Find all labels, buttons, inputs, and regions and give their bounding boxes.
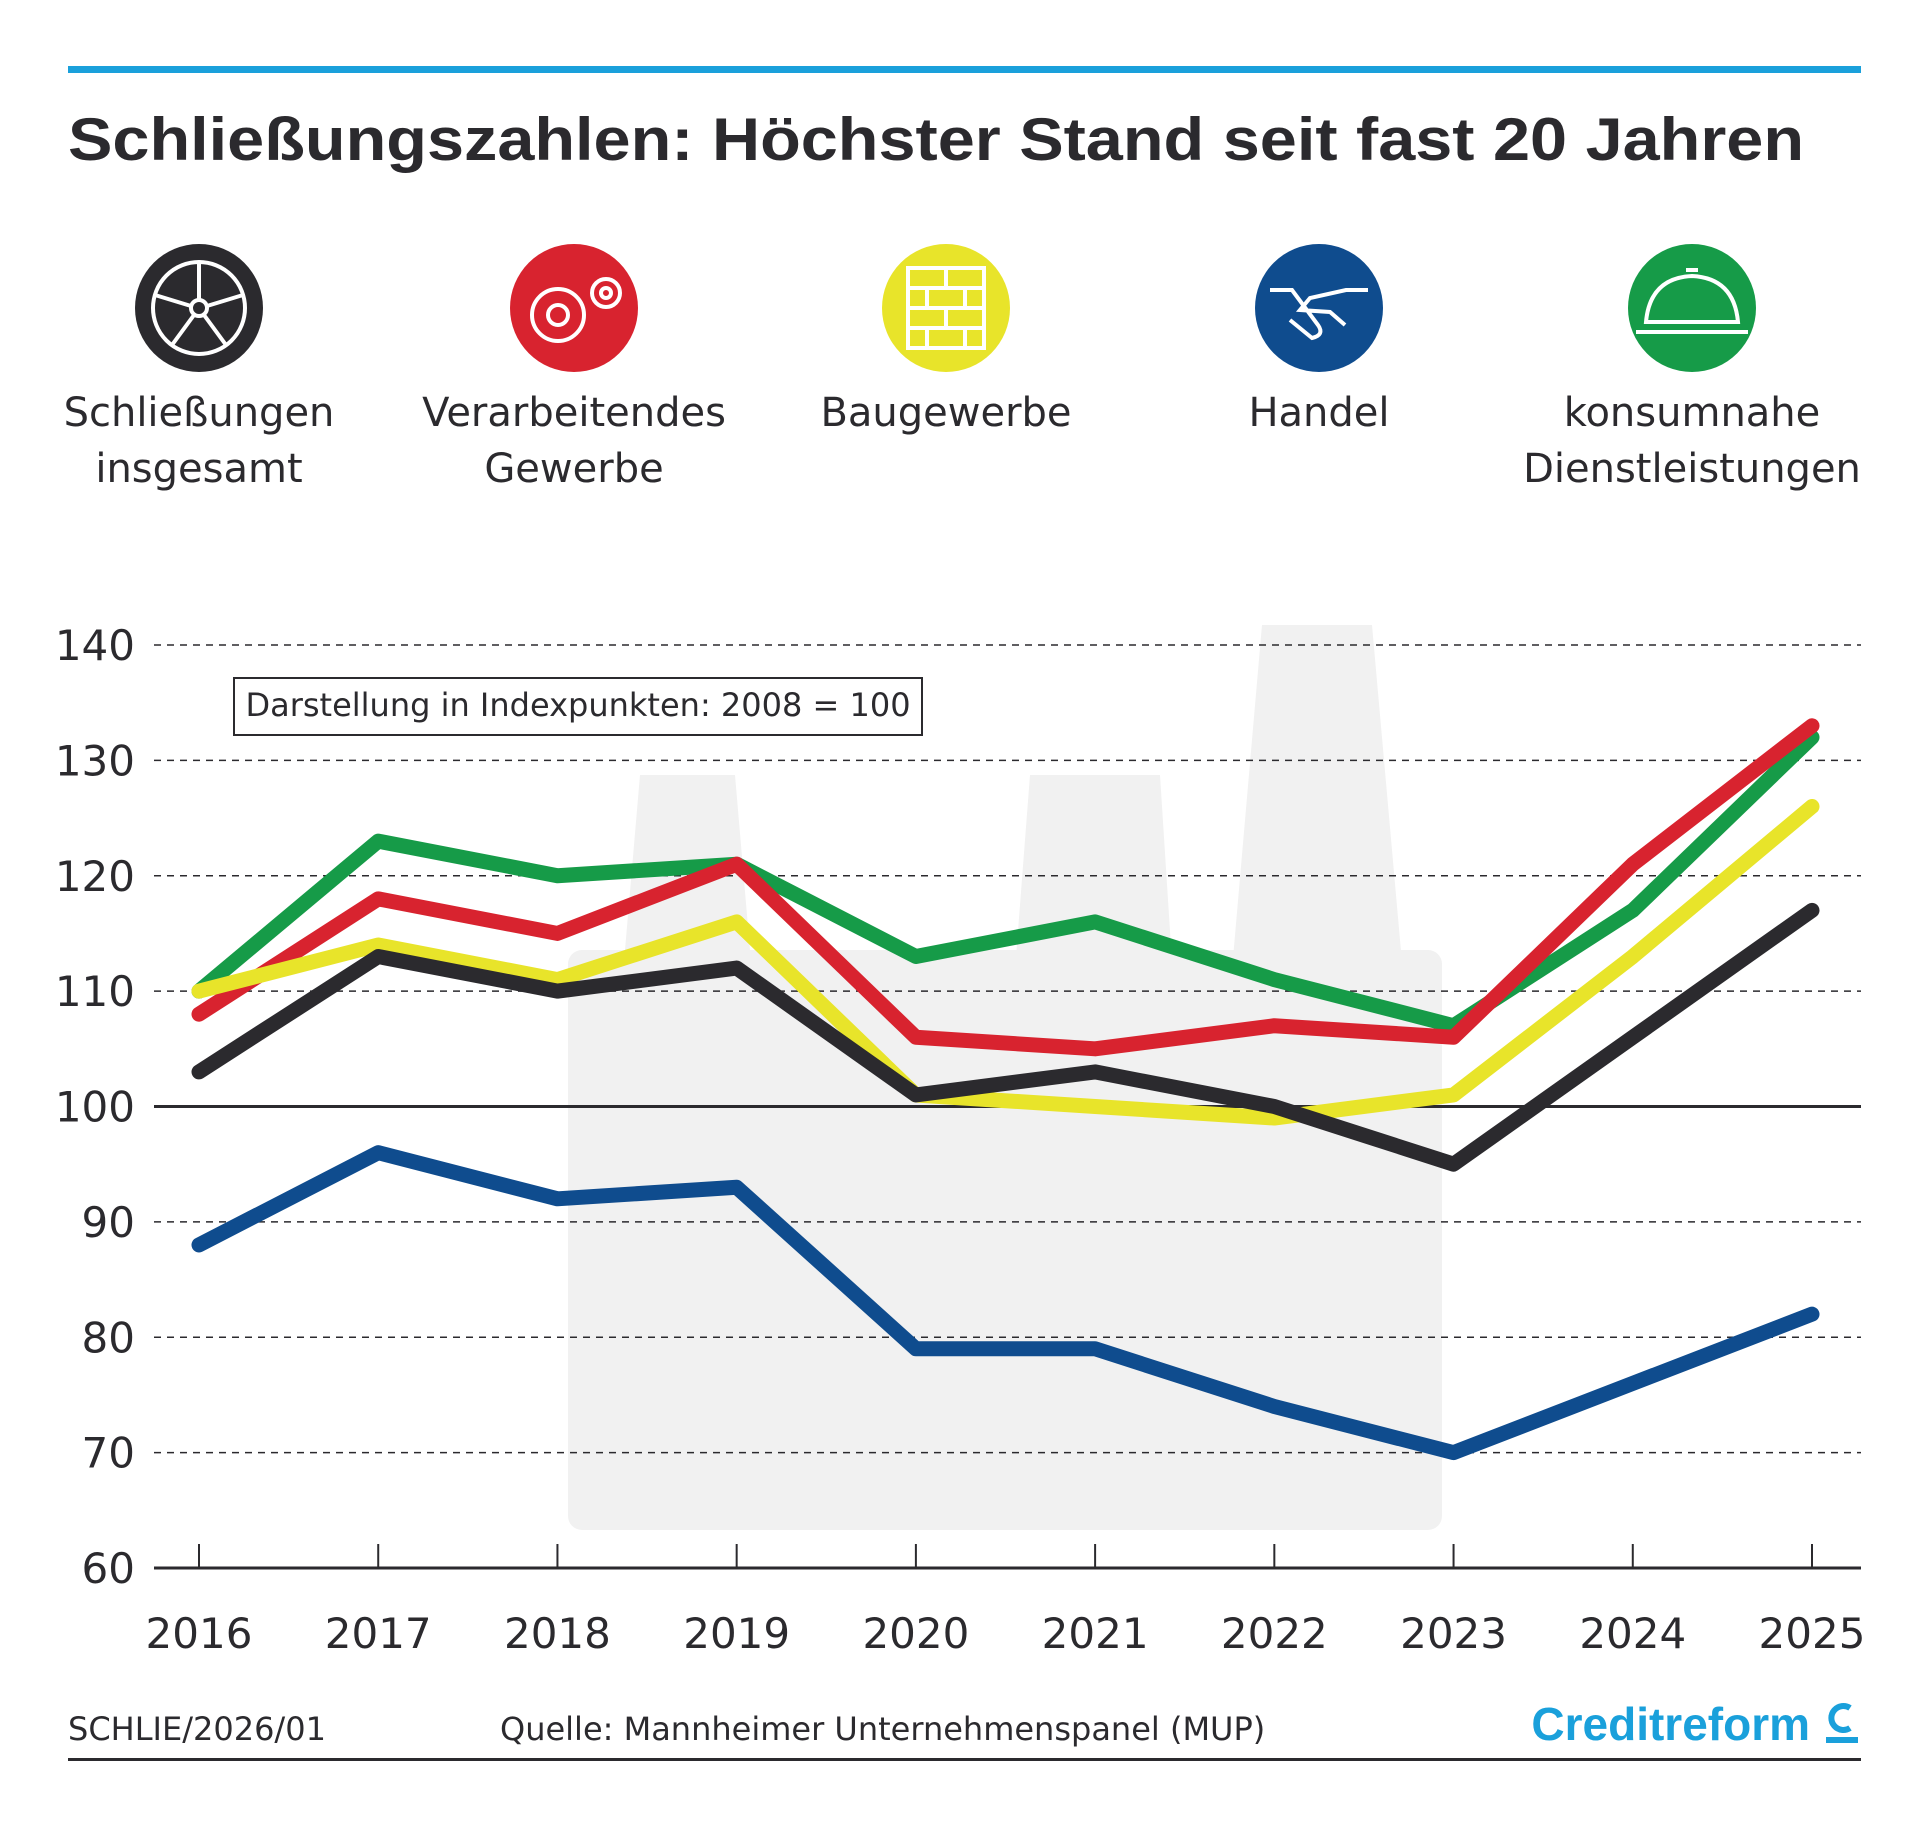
series-line	[191, 799, 1820, 1126]
y-tick-label: 80	[82, 1313, 135, 1362]
icons	[135, 244, 1756, 372]
y-tick-label: 100	[55, 1083, 135, 1132]
y-tick-label: 60	[82, 1544, 135, 1593]
legend-label: Schließungen insgesamt	[63, 390, 335, 492]
brand: Creditreform	[1531, 1698, 1810, 1750]
plot: 60 70 80 90 100 110 120 130 140 2016 2017 2018 2019 2…	[55, 621, 1866, 1658]
legend-label: konsumnahe Dienstleistungen	[1523, 390, 1861, 492]
series-line	[191, 1145, 1820, 1461]
y-tick-label: 70	[82, 1429, 135, 1478]
legend-label: Baugewerbe	[820, 390, 1072, 436]
chart-title: Schließungszahlen: Höchster Stand seit f…	[68, 106, 1804, 173]
x-tick-label: 2021	[1042, 1609, 1149, 1658]
x-tick-label: 2016	[146, 1609, 253, 1658]
x-tick-label: 2019	[683, 1609, 790, 1658]
x-tick-label: 2022	[1221, 1609, 1328, 1658]
series-line	[191, 718, 1820, 1057]
footer-code: SCHLIE/2026/01	[68, 1710, 326, 1748]
y-tick-label: 110	[55, 967, 135, 1016]
series-line	[191, 902, 1820, 1172]
legend-label: Verarbeitendes Gewerbe	[422, 390, 726, 492]
footer-source: Quelle: Mannheimer Unternehmenspanel (MU…	[500, 1710, 1265, 1748]
y-tick-label: 140	[55, 621, 135, 670]
brand-mark	[1826, 1703, 1858, 1743]
bottom-rule	[68, 1758, 1861, 1761]
x-tick-label: 2020	[862, 1609, 969, 1658]
y-tick-label: 130	[55, 736, 135, 785]
x-tick-label: 2025	[1759, 1609, 1866, 1658]
top-rule	[68, 66, 1861, 73]
y-tick-label: 120	[55, 852, 135, 901]
y-tick-label: 90	[82, 1198, 135, 1247]
x-tick-label: 2018	[504, 1609, 611, 1658]
x-tick-label: 2017	[325, 1609, 432, 1658]
note: Darstellung in Indexpunkten: 2008 = 100	[245, 686, 910, 724]
legend-label: Handel	[1248, 390, 1390, 436]
series-line	[191, 729, 1820, 1034]
x-tick-label: 2024	[1579, 1609, 1686, 1658]
x-tick-label: 2023	[1400, 1609, 1507, 1658]
note-box	[233, 677, 923, 736]
